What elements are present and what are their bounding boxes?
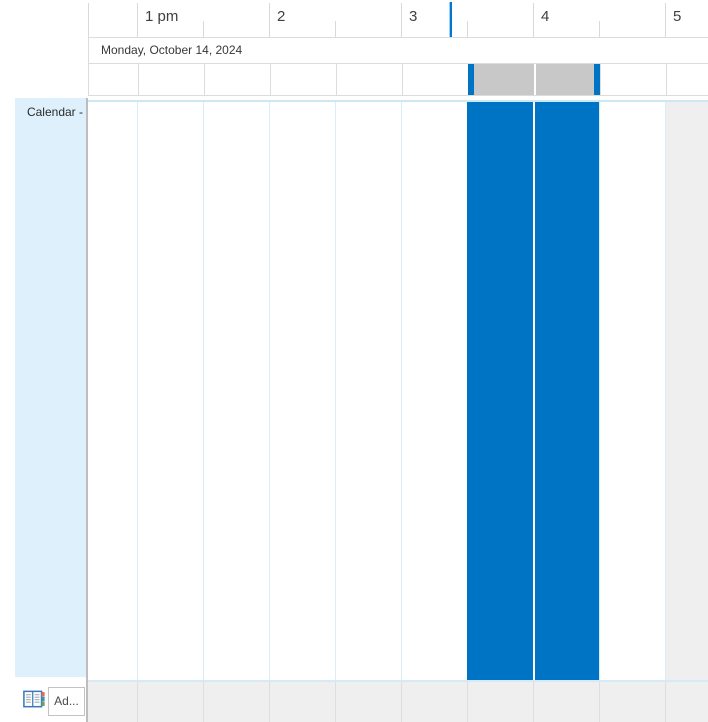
footer-bar: [88, 682, 708, 722]
footer-gridline: [467, 682, 468, 722]
hour-tick: [401, 3, 402, 37]
open-calendar-button[interactable]: [19, 688, 47, 716]
date-header-label: Monday, October 14, 2024: [101, 43, 243, 57]
availability-gridline: [666, 64, 667, 95]
half-hour-tick: [599, 21, 600, 37]
footer-gridline: [269, 682, 270, 722]
footer-gridline: [137, 682, 138, 722]
selection-left-edge[interactable]: [468, 64, 474, 95]
hour-label: 3: [409, 8, 418, 25]
add-calendar-button[interactable]: Ad...: [48, 687, 85, 716]
hour-tick: [137, 3, 138, 37]
hour-tick: [88, 3, 89, 37]
halfhour-gridline: [665, 102, 666, 680]
availability-gridline: [270, 64, 271, 95]
footer-gridline: [401, 682, 402, 722]
selection-right-edge[interactable]: [594, 64, 600, 95]
hour-tick: [269, 3, 270, 37]
schedule-grid[interactable]: [88, 102, 708, 680]
footer-gridline: [533, 682, 534, 722]
availability-gridline: [600, 64, 601, 95]
halfhour-gridline: [203, 102, 204, 680]
selected-timeslot[interactable]: [467, 102, 599, 680]
date-header: Monday, October 14, 2024: [88, 38, 708, 64]
hour-label: 1 pm: [145, 8, 179, 25]
availability-gridline: [336, 64, 337, 95]
footer-gridline: [335, 682, 336, 722]
availability-row[interactable]: [88, 64, 708, 96]
sidebar-grid-separator: [86, 98, 88, 722]
halfhour-gridline: [269, 102, 270, 680]
current-time-indicator: [450, 2, 452, 37]
hour-tick: [665, 3, 666, 37]
halfhour-gridline: [137, 102, 138, 680]
hour-label: 5: [673, 8, 682, 25]
footer-gridline: [203, 682, 204, 722]
grid-bottom-border: [88, 680, 708, 682]
hour-divider: [534, 64, 536, 95]
hour-label: 2: [277, 8, 286, 25]
hour-label: 4: [541, 8, 550, 25]
grid-top-border: [88, 100, 708, 102]
halfhour-gridline: [599, 102, 600, 680]
footer-gridline: [665, 682, 666, 722]
footer-gridline: [599, 682, 600, 722]
off-hours-region[interactable]: [666, 102, 708, 680]
half-hour-tick: [467, 21, 468, 37]
calendar-sidebar[interactable]: Calendar -: [15, 98, 88, 677]
address-book-icon: [22, 688, 45, 716]
half-hour-tick: [203, 21, 204, 37]
availability-gridline: [402, 64, 403, 95]
availability-gridline: [138, 64, 139, 95]
hour-divider: [533, 102, 535, 680]
availability-selection[interactable]: [468, 64, 600, 95]
half-hour-tick: [335, 21, 336, 37]
halfhour-gridline: [335, 102, 336, 680]
halfhour-gridline: [401, 102, 402, 680]
hour-tick: [533, 3, 534, 37]
calendar-name-label[interactable]: Calendar -: [26, 105, 83, 119]
timeline-ruler[interactable]: 1 pm 2 3 4 5: [88, 0, 708, 38]
availability-gridline: [204, 64, 205, 95]
